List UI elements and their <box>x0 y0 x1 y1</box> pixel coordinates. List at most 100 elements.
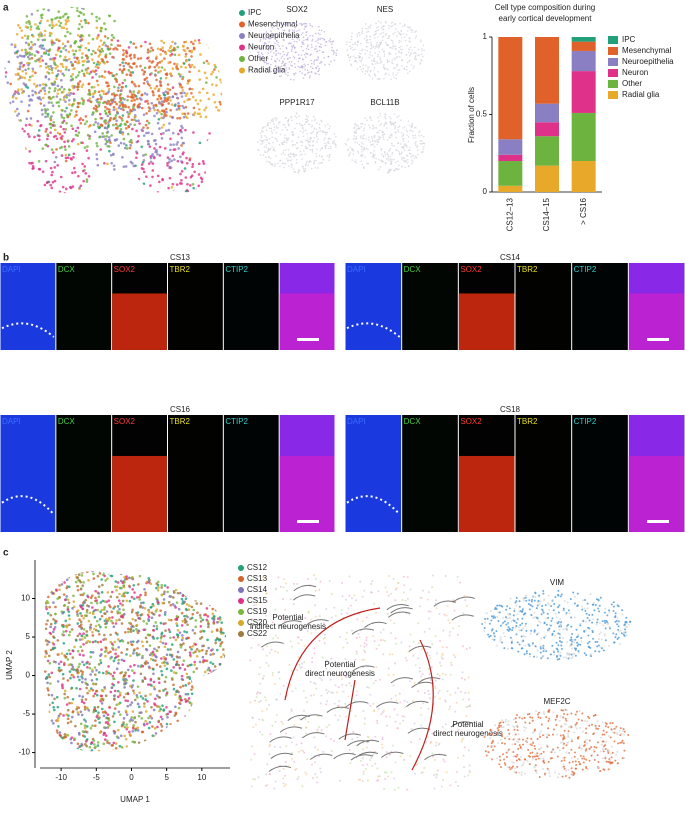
cell <box>210 169 213 172</box>
cell <box>136 647 139 650</box>
cell <box>368 57 370 59</box>
cell <box>307 70 309 72</box>
cell <box>172 580 175 583</box>
cell <box>276 71 278 73</box>
cell <box>200 697 203 700</box>
cell <box>367 46 369 48</box>
cell <box>242 86 245 89</box>
cell <box>378 169 380 171</box>
cell <box>98 592 101 595</box>
cell <box>154 139 157 142</box>
cell <box>129 65 132 68</box>
cell <box>39 84 42 87</box>
cell <box>69 112 72 115</box>
cell <box>152 49 155 52</box>
cell <box>103 686 106 689</box>
cell <box>176 117 179 120</box>
cell <box>392 72 394 74</box>
cell <box>296 162 298 164</box>
cell <box>148 60 151 63</box>
cell <box>164 642 167 645</box>
cell <box>409 149 411 151</box>
cell <box>94 90 97 93</box>
cell <box>30 117 33 120</box>
cell <box>31 90 34 93</box>
cell <box>300 151 302 153</box>
cell <box>180 182 183 185</box>
cell <box>156 112 159 115</box>
cell <box>270 71 272 73</box>
cell <box>227 740 230 743</box>
cell <box>54 619 57 622</box>
cell <box>265 48 267 50</box>
cell <box>216 578 219 581</box>
cell <box>76 62 79 65</box>
cell <box>202 701 205 704</box>
cell <box>21 91 24 94</box>
cell <box>175 712 178 715</box>
cell <box>114 653 117 656</box>
cell <box>315 41 317 43</box>
cell <box>313 140 315 142</box>
cell <box>170 159 173 162</box>
cell <box>84 172 87 175</box>
cell <box>393 159 395 161</box>
cell <box>287 52 289 54</box>
cell <box>107 48 110 51</box>
cell <box>85 115 88 118</box>
cell <box>69 46 72 49</box>
cell <box>209 710 212 713</box>
cell <box>167 187 170 190</box>
cell <box>21 36 24 39</box>
cell <box>402 49 404 51</box>
cell <box>408 60 410 62</box>
cell <box>78 733 81 736</box>
cell <box>80 711 83 714</box>
cell <box>45 677 48 680</box>
cell <box>113 117 116 120</box>
cell <box>158 735 161 738</box>
cell <box>195 693 198 696</box>
cell <box>44 730 47 733</box>
cell <box>63 192 66 195</box>
cell <box>368 31 370 33</box>
cell <box>50 174 53 177</box>
cell <box>176 46 179 49</box>
cell <box>45 650 48 653</box>
cell <box>225 657 228 660</box>
cell <box>46 181 49 184</box>
cell <box>65 49 68 52</box>
cell <box>184 588 187 591</box>
cell <box>182 107 185 110</box>
cell <box>382 132 384 134</box>
cell <box>118 711 121 714</box>
cell <box>216 139 219 142</box>
cell <box>366 148 368 150</box>
cell <box>222 573 225 576</box>
cell <box>136 596 139 599</box>
cell <box>385 162 387 164</box>
cell <box>121 82 124 85</box>
cell <box>146 80 149 83</box>
cell <box>334 133 336 135</box>
cell <box>296 30 298 32</box>
cell <box>149 693 152 696</box>
cell <box>160 584 163 587</box>
cell <box>386 123 388 125</box>
cell <box>86 630 89 633</box>
cell <box>140 94 143 97</box>
cell <box>346 44 348 46</box>
cell <box>45 623 48 626</box>
cell <box>115 648 118 651</box>
cell <box>96 26 99 29</box>
cell <box>20 29 23 32</box>
cell <box>331 49 333 51</box>
cell <box>151 169 154 172</box>
cell <box>121 750 124 753</box>
cell <box>56 729 59 732</box>
cell <box>160 97 163 100</box>
cell <box>153 709 156 712</box>
cell <box>194 752 197 755</box>
cell <box>319 29 321 31</box>
cell <box>26 62 29 65</box>
